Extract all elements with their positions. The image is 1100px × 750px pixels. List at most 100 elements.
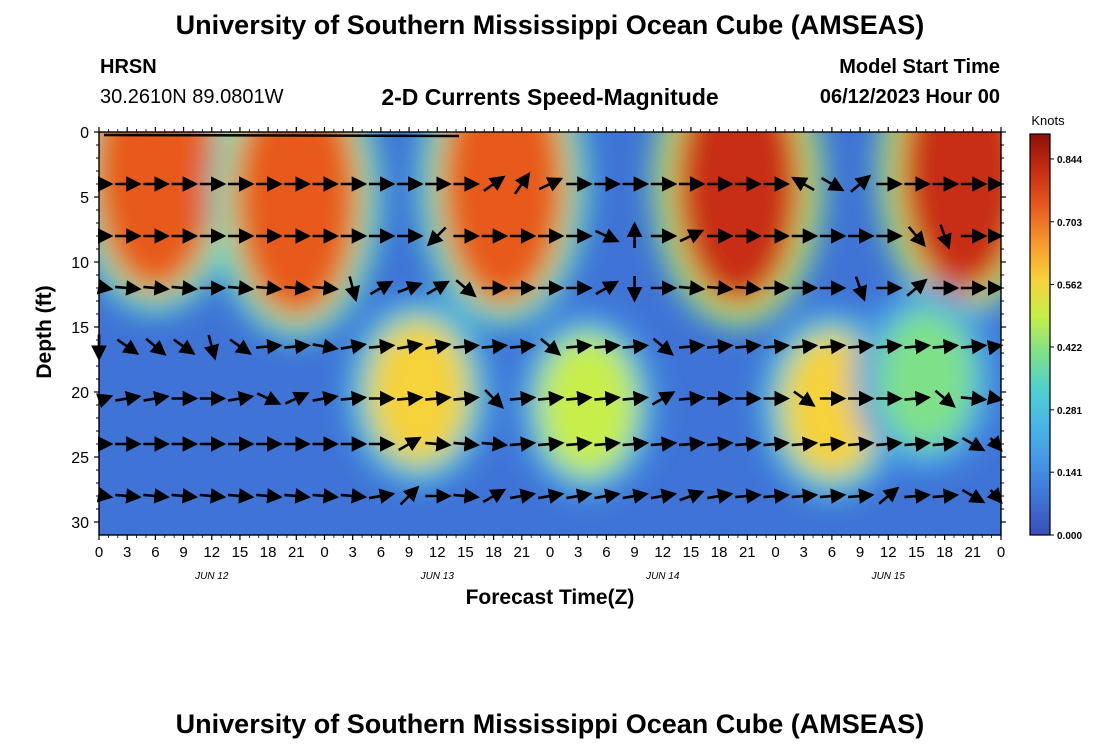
y-tick-label: 20 bbox=[71, 385, 89, 402]
current-vector bbox=[791, 488, 819, 504]
station-id: HRSN bbox=[100, 56, 157, 78]
station-coords: 30.2610N 89.0801W bbox=[100, 86, 284, 108]
current-vector bbox=[509, 436, 537, 452]
current-vector bbox=[537, 436, 565, 452]
current-vector bbox=[509, 390, 537, 407]
current-vector bbox=[509, 488, 537, 504]
current-vector bbox=[399, 485, 420, 506]
current-vector bbox=[735, 338, 762, 355]
current-vector bbox=[115, 280, 142, 296]
current-vector bbox=[95, 393, 114, 409]
current-vector bbox=[735, 436, 762, 452]
speed-region bbox=[901, 132, 1001, 291]
current-vector bbox=[425, 436, 452, 452]
colorbar-tick-label: 0.844 bbox=[1057, 155, 1082, 166]
current-vector bbox=[171, 488, 199, 504]
x-tick-label: 0 bbox=[771, 544, 779, 561]
current-vector bbox=[453, 488, 480, 504]
speed-region bbox=[441, 132, 566, 304]
x-tick-label: 15 bbox=[908, 544, 925, 561]
current-vector bbox=[594, 488, 621, 504]
speed-region bbox=[877, 309, 974, 449]
current-vector bbox=[622, 436, 650, 452]
current-vector bbox=[961, 436, 986, 452]
x-tick-label: 6 bbox=[151, 544, 159, 561]
current-vector bbox=[876, 338, 903, 355]
x-tick-label: 3 bbox=[349, 544, 357, 561]
x-tick-label: 15 bbox=[683, 544, 700, 561]
current-vector bbox=[763, 488, 791, 504]
current-vector bbox=[791, 338, 819, 355]
current-vector bbox=[397, 281, 423, 296]
current-vector bbox=[256, 338, 283, 355]
x-tick-label: 18 bbox=[936, 544, 953, 561]
current-vector bbox=[312, 338, 339, 355]
y-tick-label: 0 bbox=[80, 125, 89, 142]
current-vector bbox=[143, 390, 170, 407]
x-tick-label: 9 bbox=[856, 544, 864, 561]
current-vector bbox=[622, 488, 649, 504]
current-vector bbox=[482, 488, 507, 504]
footer-title: University of Southern Mississippi Ocean… bbox=[175, 709, 925, 739]
current-vector bbox=[368, 488, 396, 504]
current-vector bbox=[986, 340, 1004, 356]
current-vector bbox=[566, 338, 593, 355]
x-tick-label: 0 bbox=[546, 544, 554, 561]
current-vector bbox=[566, 390, 593, 407]
current-vector bbox=[650, 436, 678, 452]
x-tick-label: 15 bbox=[232, 544, 249, 561]
current-vector bbox=[344, 276, 360, 303]
current-vector bbox=[539, 337, 562, 356]
model-start-date: 06/12/2023 Hour 00 bbox=[819, 86, 1000, 108]
colorbar-label: Knots bbox=[1031, 113, 1065, 128]
current-vector bbox=[960, 390, 988, 407]
current-vector bbox=[934, 389, 956, 408]
speed-region bbox=[234, 132, 359, 317]
current-vector bbox=[707, 338, 734, 355]
current-vector bbox=[483, 175, 506, 192]
current-vector bbox=[340, 488, 368, 504]
day-label: JUN 13 bbox=[420, 571, 455, 582]
x-tick-label: 12 bbox=[654, 544, 671, 561]
current-vector bbox=[847, 488, 875, 504]
current-vector bbox=[735, 280, 762, 296]
current-vector bbox=[116, 338, 140, 355]
current-vector bbox=[481, 338, 509, 355]
current-vector bbox=[537, 488, 565, 504]
current-vector bbox=[932, 488, 960, 504]
x-tick-label: 6 bbox=[602, 544, 610, 561]
current-vector bbox=[678, 338, 706, 355]
current-vector bbox=[763, 338, 791, 355]
current-vector bbox=[537, 390, 565, 407]
x-tick-label: 12 bbox=[429, 544, 446, 561]
current-vector bbox=[256, 280, 283, 296]
current-vector bbox=[735, 488, 762, 504]
current-vector bbox=[679, 229, 705, 244]
x-tick-label: 21 bbox=[739, 544, 756, 561]
current-vector bbox=[369, 280, 394, 296]
x-tick-label: 0 bbox=[997, 544, 1005, 561]
current-vector bbox=[819, 488, 847, 504]
speed-region bbox=[675, 132, 800, 304]
current-vector bbox=[878, 486, 900, 505]
current-vector bbox=[594, 390, 621, 407]
current-vector bbox=[312, 390, 339, 407]
current-vector bbox=[199, 488, 227, 504]
x-tick-label: 21 bbox=[513, 544, 530, 561]
x-tick-label: 9 bbox=[179, 544, 187, 561]
current-vector bbox=[368, 338, 396, 355]
y-tick-label: 30 bbox=[71, 515, 89, 532]
current-vector bbox=[284, 391, 310, 406]
current-vector bbox=[340, 338, 368, 355]
current-vector bbox=[256, 391, 282, 406]
current-vector bbox=[678, 436, 706, 452]
current-vector bbox=[678, 280, 706, 296]
current-vector bbox=[312, 280, 340, 296]
current-vector bbox=[96, 279, 114, 295]
day-label: JUN 14 bbox=[645, 571, 680, 582]
current-vector bbox=[847, 436, 875, 452]
current-vector bbox=[850, 174, 872, 193]
speed-region bbox=[539, 335, 636, 475]
current-vector bbox=[453, 436, 480, 452]
current-vector bbox=[284, 280, 311, 296]
